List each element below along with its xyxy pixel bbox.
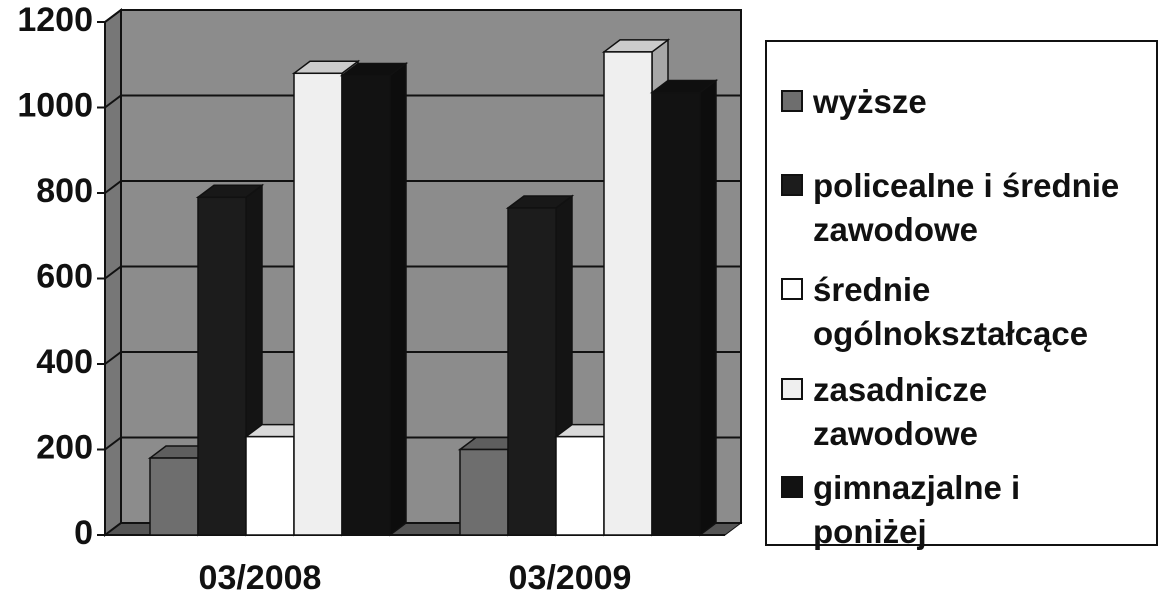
y-tick-label: 800 xyxy=(36,172,93,210)
bar-side xyxy=(389,61,407,537)
bar-side xyxy=(699,79,717,537)
grid-line xyxy=(104,9,741,23)
legend-swatch xyxy=(781,378,803,400)
bar xyxy=(293,72,343,536)
legend-swatch xyxy=(781,476,803,498)
grid-line xyxy=(104,180,741,194)
bar xyxy=(197,196,247,536)
bar xyxy=(507,207,557,536)
y-tick-label: 0 xyxy=(74,514,93,552)
grid-line xyxy=(104,94,741,109)
legend-label: średnie ogólnokształcące xyxy=(813,271,1089,352)
legend-entry: gimnazjalne i poniżej xyxy=(781,466,1131,554)
legend-swatch xyxy=(781,278,803,300)
y-tick-label: 600 xyxy=(36,257,93,295)
x-tick-label: 03/2009 xyxy=(509,559,632,593)
legend-entry: policealne i średnie zawodowe xyxy=(781,164,1131,252)
y-tick-label: 1000 xyxy=(17,86,93,124)
y-tick-label: 1200 xyxy=(17,1,93,39)
legend-label: wyższe xyxy=(813,83,927,120)
legend-entry: średnie ogólnokształcące xyxy=(781,268,1131,356)
bar xyxy=(651,91,701,536)
bar xyxy=(459,448,509,536)
legend-swatch xyxy=(781,90,803,112)
legend-label: gimnazjalne i poniżej xyxy=(813,469,1021,550)
bar xyxy=(245,435,295,536)
bar xyxy=(149,457,199,536)
legend-label: zasadnicze zawodowe xyxy=(813,371,988,452)
legend: wyższe policealne i średnie zawodowe średn… xyxy=(765,40,1158,550)
x-tick-label: 03/2008 xyxy=(199,559,322,593)
y-tick-label: 200 xyxy=(36,428,93,466)
legend-label: policealne i średnie zawodowe xyxy=(813,167,1120,248)
legend-entry: wyższe xyxy=(781,80,1131,124)
legend-entry: zasadnicze zawodowe xyxy=(781,368,1131,456)
bar xyxy=(555,435,605,536)
legend-swatch xyxy=(781,174,803,196)
bar xyxy=(603,51,653,536)
y-tick-label: 400 xyxy=(36,343,93,381)
bar xyxy=(341,74,391,536)
